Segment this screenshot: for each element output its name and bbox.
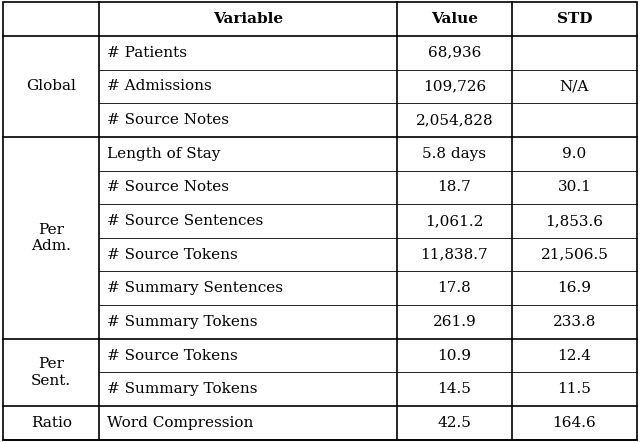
Text: # Summary Tokens: # Summary Tokens xyxy=(107,382,257,396)
Text: # Summary Sentences: # Summary Sentences xyxy=(107,281,283,295)
Text: 1,061.2: 1,061.2 xyxy=(425,214,484,228)
Text: # Source Tokens: # Source Tokens xyxy=(107,349,237,362)
Text: Per
Sent.: Per Sent. xyxy=(31,358,71,388)
Text: 11.5: 11.5 xyxy=(557,382,591,396)
Text: 30.1: 30.1 xyxy=(557,180,591,194)
Text: Variable: Variable xyxy=(213,12,283,26)
Text: Length of Stay: Length of Stay xyxy=(107,147,220,161)
Text: STD: STD xyxy=(557,12,592,26)
Text: # Source Notes: # Source Notes xyxy=(107,113,229,127)
Text: 12.4: 12.4 xyxy=(557,349,591,362)
Text: 2,054,828: 2,054,828 xyxy=(415,113,493,127)
Text: 164.6: 164.6 xyxy=(552,416,596,430)
Text: Value: Value xyxy=(431,12,478,26)
Text: 11,838.7: 11,838.7 xyxy=(420,248,488,262)
Text: # Patients: # Patients xyxy=(107,46,187,60)
Text: Global: Global xyxy=(26,80,76,93)
Text: 21,506.5: 21,506.5 xyxy=(540,248,609,262)
Text: 10.9: 10.9 xyxy=(437,349,472,362)
Text: 1,853.6: 1,853.6 xyxy=(545,214,604,228)
Text: 261.9: 261.9 xyxy=(433,315,476,329)
Text: # Admissions: # Admissions xyxy=(107,80,212,93)
Text: 42.5: 42.5 xyxy=(438,416,471,430)
Text: 109,726: 109,726 xyxy=(423,80,486,93)
Text: 18.7: 18.7 xyxy=(438,180,471,194)
Text: Per
Adm.: Per Adm. xyxy=(31,223,71,253)
Text: 68,936: 68,936 xyxy=(428,46,481,60)
Text: Word Compression: Word Compression xyxy=(107,416,253,430)
Text: 5.8 days: 5.8 days xyxy=(422,147,486,161)
Text: 233.8: 233.8 xyxy=(553,315,596,329)
Text: N/A: N/A xyxy=(560,80,589,93)
Text: # Source Sentences: # Source Sentences xyxy=(107,214,263,228)
Text: 16.9: 16.9 xyxy=(557,281,591,295)
Text: # Summary Tokens: # Summary Tokens xyxy=(107,315,257,329)
Text: 9.0: 9.0 xyxy=(563,147,586,161)
Text: # Source Notes: # Source Notes xyxy=(107,180,229,194)
Text: # Source Tokens: # Source Tokens xyxy=(107,248,237,262)
Text: Ratio: Ratio xyxy=(31,416,72,430)
Text: 14.5: 14.5 xyxy=(438,382,471,396)
Text: 17.8: 17.8 xyxy=(438,281,471,295)
